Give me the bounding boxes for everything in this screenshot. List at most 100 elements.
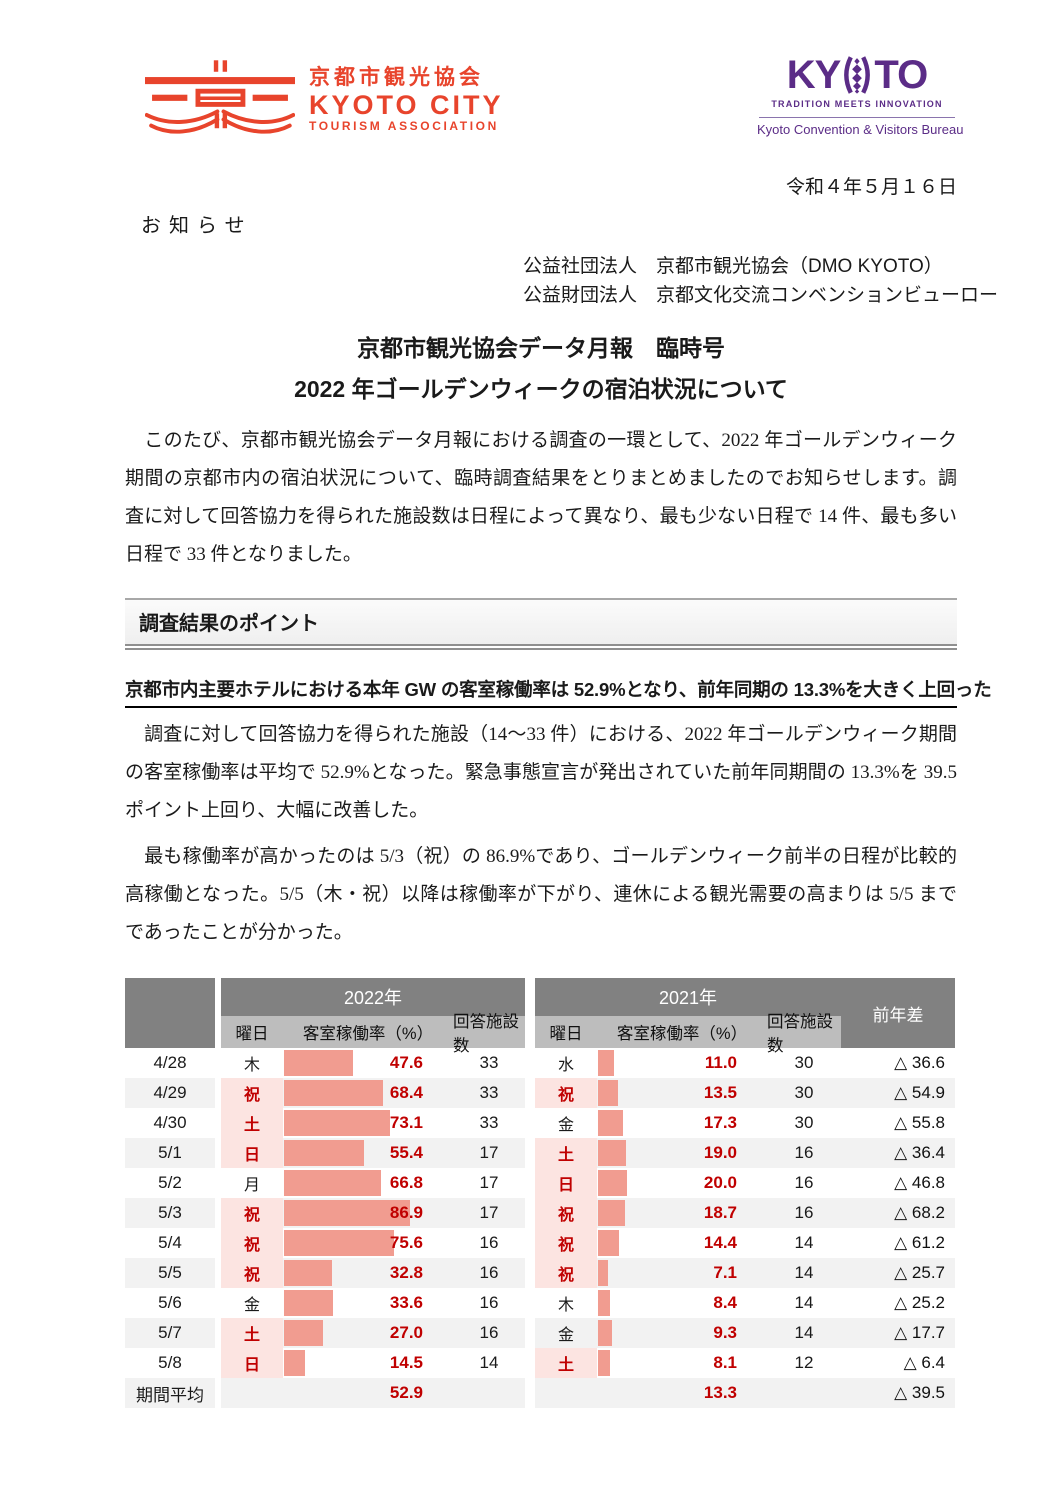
title-line-1: 京都市観光協会データ月報 臨時号 [357,335,725,361]
kyoto-convention-bureau-logo: KY TO TRADITION MEETS INNO [757,53,964,137]
weekday-cell: 土 [221,1318,283,1348]
occupancy-rate-cell: 75.6 [283,1228,453,1258]
rate-value: 20.0 [703,1173,737,1192]
rate-value: 7.1 [713,1263,737,1282]
rate-bar [284,1050,353,1076]
date-cell: 5/1 [125,1138,215,1168]
weekday-cell: 祝 [535,1198,597,1228]
yoy-diff-cell: △ 61.2 [894,1233,945,1252]
occupancy-rate-cell: 66.8 [283,1168,453,1198]
occupancy-rate-cell: 27.0 [283,1318,453,1348]
occupancy-rate-cell: 7.1 [597,1258,767,1288]
response-count-cell: 16 [767,1138,841,1168]
response-count-cell: 17 [453,1198,525,1228]
response-count-cell: 16 [794,1173,814,1192]
document-title: 京都市観光協会データ月報 臨時号 2022 年ゴールデンウィークの宿泊状況につい… [125,328,957,410]
yoy-diff-cell: △ 39.5 [841,1378,955,1408]
occupancy-rate-cell: 33.6 [283,1288,453,1318]
intro-paragraph: このたび、京都市観光協会データ月報における調査の一環として、2022 年ゴールデ… [125,430,957,565]
yoy-diff-cell: △ 36.6 [894,1053,945,1072]
date-cell: 5/4 [158,1233,182,1252]
rate-value: 55.4 [389,1143,423,1162]
occupancy-rate-cell: 55.4 [283,1138,453,1168]
rate-value: 33.6 [389,1293,423,1312]
date-cell: 5/5 [125,1258,215,1288]
occupancy-rate-cell: 17.3 [597,1108,767,1138]
rate-bar [598,1290,611,1316]
rate-value: 14.4 [703,1233,737,1252]
rate-bar [598,1200,626,1226]
rate-value: 47.6 [389,1053,423,1072]
rate-bar [598,1320,612,1346]
yoy-diff-header: 前年差 [841,978,955,1048]
weekday-cell: 祝 [221,1258,283,1288]
kyoto-word-right: TO [874,53,928,97]
rate-value: 66.8 [389,1173,423,1192]
weekday-cell: 祝 [221,1198,283,1228]
org-line-1: 公益社団法人 京都市観光協会（DMO KYOTO） [523,256,943,277]
rate-value: 18.7 [703,1203,737,1222]
response-count-cell: 16 [767,1198,841,1228]
occupancy-rate-cell: 13.3 [597,1378,767,1408]
response-count-cell: 17 [453,1138,525,1168]
org-line-2: 公益財団法人 京都文化交流コンベンションビューロー [523,285,999,306]
response-count-cell: 33 [453,1078,525,1108]
response-count-cell: 33 [479,1113,499,1132]
yoy-diff-cell: △ 54.9 [841,1078,955,1108]
letterhead-header: 京都市観光協会 KYOTO CITY TOURISM ASSOCIATION K… [125,52,964,164]
weekday-cell [535,1378,597,1408]
weekday-cell [221,1378,283,1408]
yoy-diff-cell: △ 55.8 [894,1113,945,1132]
rate-value: 19.0 [703,1143,737,1162]
response-count-cell [767,1378,841,1408]
rate-value: 52.9 [389,1383,423,1402]
rate-value: 27.0 [389,1323,423,1342]
rate-bar [598,1050,614,1076]
body-paragraph-1: 調査に対して回答協力を得られた施設（14～33 件）における、2022 年ゴール… [125,724,957,821]
occupancy-rate-cell: 9.3 [597,1318,767,1348]
date-cell: 5/6 [158,1293,182,1312]
weekday-header-2021: 曜日 [535,1016,597,1048]
year-2022-header: 2022年 [221,978,525,1016]
kyoto-logo-tagline: TRADITION MEETS INNOVATION [771,99,943,109]
date-cell: 4/30 [153,1113,187,1132]
weekday-cell: 土 [535,1348,597,1378]
weekday-cell: 祝 [221,1078,283,1108]
rate-bar [284,1260,332,1286]
occupancy-rate-cell: 32.8 [283,1258,453,1288]
response-count-cell: 14 [794,1233,814,1252]
yoy-diff-cell: △ 36.4 [841,1138,955,1168]
year-2021-header: 2021年 [535,978,841,1016]
date-cell: 5/3 [125,1198,215,1228]
response-count-cell: 14 [767,1318,841,1348]
weekday-cell: 土 [535,1138,597,1168]
weekday-cell: 祝 [535,1228,597,1258]
document-date: 令和４年５月１６日 [785,177,957,198]
weekday-cell: 祝 [221,1228,283,1258]
convention-bureau-name: Kyoto Convention & Visitors Bureau [757,122,964,137]
date-cell: 5/2 [158,1173,182,1192]
weekday-header-2022: 曜日 [221,1016,283,1048]
rate-bar [598,1080,618,1106]
weekday-cell: 水 [557,1057,574,1074]
response-count-cell: 14 [794,1293,814,1312]
occupancy-rate-cell: 11.0 [597,1048,767,1078]
weekday-cell: 日 [221,1348,283,1378]
response-count-cell [453,1378,525,1408]
rate-bar [284,1110,390,1136]
rate-value: 9.3 [713,1323,737,1342]
weekday-cell: 金 [557,1117,574,1134]
rate-bar [598,1110,624,1136]
section-survey-points: 調査結果のポイント [125,598,957,650]
response-count-cell: 14 [479,1353,499,1372]
rate-bar [598,1350,610,1376]
yoy-diff-cell: △ 46.8 [894,1173,945,1192]
occupancy-table: 2022年 2021年 前年差 曜日 客室稼働率（%） 回答施設数 曜日 客室稼… [125,978,957,1408]
section-divider [125,644,957,650]
response-count-cell: 30 [794,1113,814,1132]
rate-value: 14.5 [389,1353,423,1372]
title-line-2: 2022 年ゴールデンウィークの宿泊状況について [294,376,788,402]
rate-value: 8.1 [713,1353,737,1372]
kyoto-o-emblem-icon [844,56,871,94]
tourism-association-wordmark: 京都市観光協会 KYOTO CITY TOURISM ASSOCIATION [309,66,504,133]
